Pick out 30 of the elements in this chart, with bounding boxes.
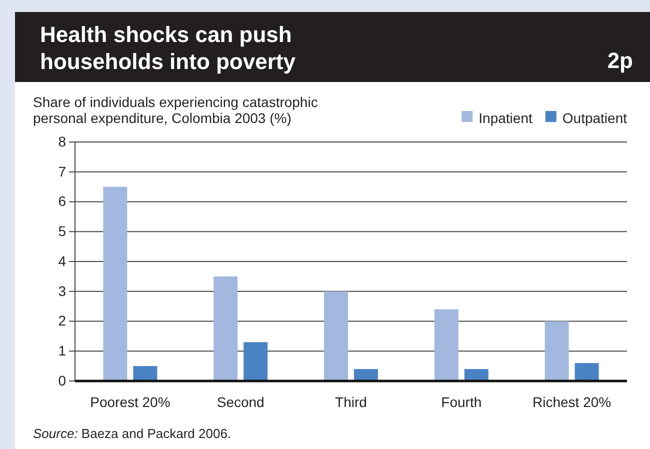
y-axis-title: Share of individuals experiencing catastrophic personal expenditure, Colombia 2003 (%) (33, 94, 318, 126)
y-tick-label: 5 (58, 223, 66, 240)
y-tick-label: 1 (58, 342, 66, 359)
x-tick-label: Poorest 20% (90, 394, 170, 410)
x-tick-label: Third (335, 394, 367, 410)
y-tick-label: 8 (58, 133, 66, 150)
bar (324, 291, 348, 381)
bar (133, 366, 158, 381)
y-tick-label: 7 (58, 163, 66, 180)
legend-label: Inpatient (478, 110, 532, 126)
y-tick-label: 6 (58, 193, 66, 210)
y-tick-label: 4 (58, 252, 66, 269)
bar (464, 369, 488, 381)
bar (434, 309, 458, 381)
bar (214, 276, 238, 381)
y-tick-label: 0 (58, 372, 66, 388)
x-tick-label: Second (216, 394, 264, 410)
bar (354, 369, 378, 381)
y-tick-label: 3 (58, 282, 66, 299)
y-tick-label: 2 (58, 312, 66, 329)
chart-title: Health shocks can push households into poverty (40, 22, 296, 74)
bar (574, 363, 599, 381)
legend-label: Outpatient (562, 110, 628, 126)
text: 2p (607, 48, 633, 73)
bar (244, 342, 268, 381)
bar (103, 186, 128, 381)
source-note: Source: Baeza and Packard 2006. (33, 426, 232, 441)
x-tick-label: Fourth (441, 394, 482, 410)
bar (544, 321, 569, 381)
x-tick-label: Richest 20% (532, 394, 612, 410)
